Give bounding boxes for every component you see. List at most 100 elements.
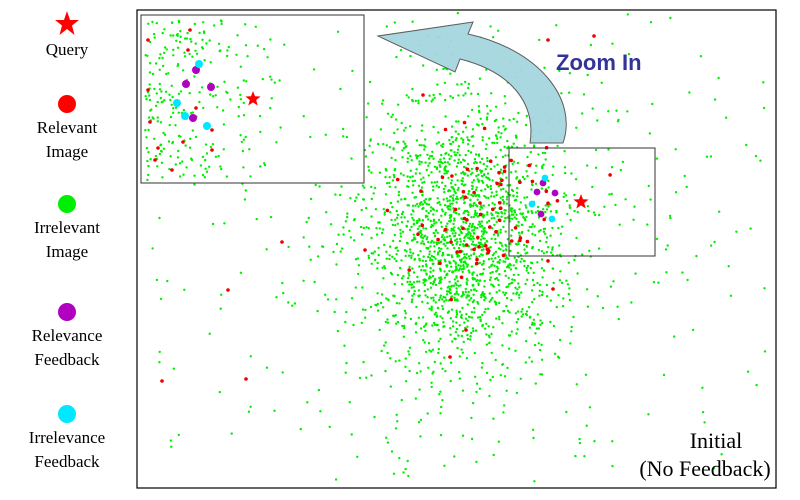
irrelevant-point [299, 427, 302, 431]
irrelevant-point [440, 235, 444, 239]
irrelevant-point [446, 200, 449, 203]
irrelevant-point [469, 173, 473, 176]
irrelevant-point [486, 213, 489, 216]
irrelevant-point [371, 151, 374, 154]
irrelevant-point [506, 216, 509, 219]
irrelevant-point [533, 343, 537, 347]
irrelevant-point [472, 271, 475, 274]
irrelevant-point [517, 273, 520, 276]
irrelevant-point [662, 373, 666, 377]
relevant-point [438, 261, 442, 266]
irrelevant-point [462, 239, 466, 243]
irrelevant-point [427, 211, 430, 215]
irrelevant-point [501, 155, 505, 159]
irrelevant-point [216, 106, 219, 109]
irrelevant-point [429, 266, 432, 270]
irrelevant-point [429, 245, 432, 248]
irrelevant-point [453, 337, 456, 340]
irrelevant-point [494, 241, 497, 244]
irrelevant-point [555, 305, 558, 309]
irrelevant-point [503, 293, 506, 297]
irrelevant-point [385, 257, 388, 260]
relevant-point [592, 34, 596, 38]
irrelevant-point [447, 253, 451, 257]
irrelevant-point [376, 261, 379, 265]
irrelevant-point [558, 244, 561, 247]
irrelevant-point [457, 269, 461, 272]
irrelevant-point [544, 204, 547, 207]
relevance-feedback-point [192, 66, 200, 74]
irrelevant-point [404, 380, 408, 383]
irrelevant-point [504, 154, 507, 157]
irrelevant-point [563, 166, 567, 169]
irrelevant-point [395, 413, 398, 416]
irrelevant-point [369, 139, 372, 142]
irrelevant-point [472, 202, 476, 205]
irrelevant-point [194, 49, 197, 52]
irrelevant-point [470, 135, 473, 138]
irrelevant-point [390, 156, 393, 160]
irrelevant-point [568, 91, 571, 94]
irrelevant-point [473, 306, 476, 310]
irrelevant-point [412, 223, 415, 226]
irrelevant-point [454, 183, 457, 186]
irrelevant-point [443, 160, 447, 164]
irrelevant-point [472, 329, 475, 333]
irrelevant-point [427, 240, 430, 244]
irrelevant-point [691, 328, 695, 332]
irrelevant-point [454, 282, 457, 285]
irrelevant-point [457, 246, 461, 250]
irrelevant-point [489, 25, 492, 28]
irrelevant-point [174, 163, 177, 166]
irrelevant-point [461, 389, 465, 392]
irrelevant-point [158, 350, 161, 354]
irrelevant-point [458, 233, 461, 237]
irrelevant-point [317, 388, 321, 392]
irrelevant-point [202, 106, 205, 110]
irrelevant-point [403, 309, 407, 313]
irrelevant-point [608, 193, 611, 196]
irrelevant-point [522, 259, 526, 263]
irrelevant-point [407, 185, 410, 188]
irrelevant-point [370, 197, 373, 201]
irrelevant-point [400, 259, 403, 262]
irrelevant-point [594, 213, 597, 217]
irrelevant-point [200, 86, 204, 89]
irrelevant-point [510, 298, 513, 302]
irrelevant-point [515, 136, 518, 139]
irrelevant-point [396, 320, 400, 324]
irrelevant-point [420, 161, 423, 164]
green-dot-icon [58, 195, 76, 213]
irrelevant-point [243, 198, 247, 201]
irrelevant-point [480, 253, 483, 256]
irrelevant-point [169, 155, 172, 158]
irrelevant-point [424, 161, 427, 164]
irrelevant-point [179, 175, 182, 178]
irrelevant-point [507, 276, 510, 280]
irrelevant-point [399, 235, 403, 238]
irrelevant-point [458, 310, 462, 313]
irrelevant-point [496, 232, 500, 235]
irrelevant-point [370, 185, 373, 189]
irrelevant-point [560, 281, 564, 285]
irrelevant-point [481, 139, 484, 142]
irrelevant-point [455, 315, 458, 319]
irrelevant-point [165, 48, 168, 51]
irrelevant-point [586, 305, 590, 308]
irrelevant-point [406, 204, 409, 207]
irrelevant-point [610, 166, 614, 169]
irrelevant-point [513, 211, 517, 214]
irrelevant-point [551, 246, 554, 249]
irrelevant-point [148, 83, 151, 86]
irrelevant-point [395, 246, 398, 249]
irrelevant-point [451, 202, 454, 205]
irrelevant-point [412, 281, 416, 284]
irrelevant-point [177, 111, 180, 114]
irrelevant-point [394, 186, 397, 189]
irrelevant-point [438, 170, 441, 173]
irrelevant-point [395, 55, 398, 59]
irrelevant-point [211, 222, 215, 226]
irrelevant-point [440, 247, 443, 251]
irrelevant-point [346, 212, 349, 215]
irrelevant-point [275, 141, 278, 144]
